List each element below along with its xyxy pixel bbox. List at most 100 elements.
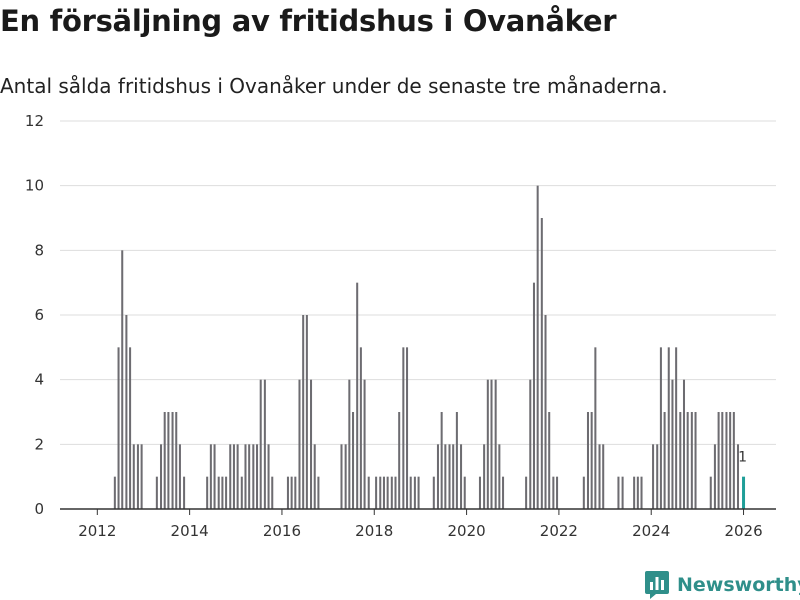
bar: [175, 412, 178, 509]
bar: [532, 282, 535, 509]
bar: [256, 444, 259, 509]
bar: [229, 444, 232, 509]
bar: [682, 379, 686, 509]
bar: [529, 379, 532, 509]
y-tick-label: 6: [34, 306, 44, 324]
bar: [375, 476, 378, 509]
bar: [640, 476, 643, 509]
x-axis: [60, 508, 776, 515]
bar: [686, 412, 689, 509]
x-tick-label: 2026: [724, 522, 762, 540]
bar: [413, 476, 416, 509]
bar: [178, 444, 181, 509]
bar: [155, 476, 158, 509]
bar: [259, 379, 262, 509]
bar: [294, 476, 297, 509]
bar: [290, 476, 293, 509]
bar: [659, 347, 662, 509]
bar: [213, 444, 216, 509]
bar: [502, 476, 505, 509]
bar: [544, 315, 547, 509]
bar: [656, 444, 659, 509]
bar: [460, 444, 463, 509]
bar: [486, 379, 489, 509]
bar: [540, 218, 543, 509]
bar: [602, 444, 605, 509]
bar: [590, 412, 593, 509]
bar: [382, 476, 385, 509]
bar: [313, 444, 316, 509]
bar: [478, 476, 481, 509]
bar: [729, 412, 732, 509]
x-tick-label: 2022: [540, 522, 578, 540]
bar: [398, 412, 401, 509]
bar: [305, 315, 308, 509]
bar: [129, 347, 132, 509]
bar: [498, 444, 501, 509]
bar: [490, 379, 493, 509]
bar: [244, 444, 247, 509]
newsworthy-logo: Newsworthy: [644, 570, 800, 600]
bar: [363, 379, 366, 509]
bar: [136, 444, 139, 509]
bar: [132, 444, 135, 509]
bar: [402, 347, 405, 509]
bar: [406, 347, 409, 509]
bar: [225, 476, 228, 509]
bar: [117, 347, 120, 509]
bar: [598, 444, 601, 509]
x-tick-label: 2016: [263, 522, 301, 540]
bar: [690, 412, 693, 509]
bar: [206, 476, 209, 509]
bar: [267, 444, 270, 509]
bar: [736, 444, 740, 509]
bar: [633, 476, 636, 509]
bar: [286, 476, 289, 509]
bar: [713, 444, 716, 509]
x-tick-label: 2012: [78, 522, 116, 540]
bar: [163, 412, 166, 509]
chart-title: En försäljning av fritidshus i Ovanåker: [0, 4, 617, 38]
bar: [236, 444, 239, 509]
chart-subtitle: Antal sålda fritidshus i Ovanåker under …: [0, 74, 668, 98]
bar: [483, 444, 486, 509]
bar: [248, 444, 251, 509]
bar: [671, 379, 674, 509]
bar: [717, 412, 720, 509]
bar: [390, 476, 393, 509]
y-tick-label: 8: [34, 241, 44, 259]
bar: [221, 476, 224, 509]
bar: [271, 476, 274, 509]
bars: 1: [113, 185, 747, 510]
bar: [594, 347, 597, 509]
bar: [240, 476, 243, 509]
bar: [725, 412, 728, 509]
bar: [436, 444, 439, 509]
y-tick-label: 0: [34, 500, 44, 518]
bar: [386, 476, 389, 509]
bar: [379, 476, 382, 509]
bar: [721, 412, 724, 509]
bar: [394, 476, 397, 509]
bar: [444, 444, 447, 509]
y-axis-labels: 0 2 4 6 8 10 12: [25, 112, 44, 518]
bar: [121, 250, 124, 510]
bar: [556, 476, 559, 509]
x-axis-labels: 2012 2014 2016 2018 2020 2022 2024 2026: [78, 522, 762, 540]
bar: [263, 379, 266, 509]
bar: [552, 476, 555, 509]
bar: [167, 412, 170, 509]
bar: [340, 444, 343, 509]
bar: [310, 379, 313, 509]
highlight-bar: [742, 476, 746, 509]
bar: [667, 347, 670, 509]
bar: [694, 412, 697, 509]
bar: [209, 444, 212, 509]
bar: [302, 315, 305, 509]
bar: [617, 476, 620, 509]
y-tick-label: 10: [25, 177, 44, 195]
bar: [217, 476, 220, 509]
x-tick-label: 2014: [171, 522, 209, 540]
bar: [675, 347, 678, 509]
